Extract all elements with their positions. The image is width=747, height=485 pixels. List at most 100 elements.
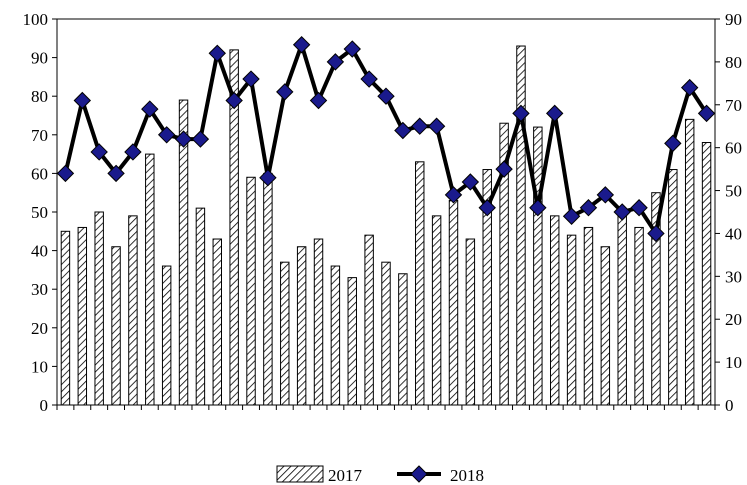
bar-2017 <box>381 261 391 406</box>
bar-series-2017 <box>60 45 712 406</box>
legend-swatch-2017 <box>276 465 324 483</box>
left-tick-label: 10 <box>31 357 48 376</box>
marker-2018 <box>613 203 631 221</box>
legend: 2017 2018 <box>276 465 484 485</box>
marker-2018 <box>596 186 615 204</box>
bar-2017 <box>533 126 543 406</box>
legend-marker-2018 <box>410 465 428 483</box>
left-tick-label: 50 <box>31 203 48 222</box>
bar-2017 <box>364 234 374 406</box>
right-tick-label: 60 <box>725 139 742 158</box>
marker-2018 <box>444 186 463 204</box>
bar-2017 <box>296 246 307 406</box>
marker-2018 <box>495 160 513 178</box>
bar-2017 <box>651 192 661 406</box>
bar-2017 <box>94 211 104 406</box>
marker-2018 <box>124 143 142 161</box>
bar-2017 <box>499 122 509 406</box>
marker-2018 <box>292 36 311 54</box>
bar-2017 <box>145 153 155 406</box>
marker-2018 <box>411 117 429 135</box>
bar-2017 <box>617 211 627 406</box>
marker-2018 <box>208 44 226 63</box>
right-tick-label: 50 <box>725 182 742 201</box>
marker-2018 <box>478 199 496 217</box>
marker-2018 <box>427 117 446 135</box>
bar-2017 <box>415 161 425 406</box>
bar-2017 <box>229 49 239 406</box>
left-tick-label: 70 <box>31 126 48 145</box>
legend-label-2017: 2017 <box>328 466 363 485</box>
bar-2017 <box>701 142 712 406</box>
marker-2018 <box>664 134 682 153</box>
right-tick-label: 30 <box>725 267 742 286</box>
left-tick-label: 100 <box>23 10 49 29</box>
left-tick-label: 30 <box>31 280 48 299</box>
marker-2018 <box>546 104 564 123</box>
bar-2017 <box>212 238 222 406</box>
bar-2017 <box>330 265 341 406</box>
marker-2018 <box>259 168 277 187</box>
left-tick-label: 0 <box>40 396 49 415</box>
bar-2017 <box>600 246 611 406</box>
bar-2017 <box>634 226 644 406</box>
right-tick-label: 20 <box>725 310 742 329</box>
marker-2018 <box>680 78 699 97</box>
bar-2017 <box>668 169 678 406</box>
marker-2018 <box>326 53 345 71</box>
bar-2017 <box>398 273 408 406</box>
marker-2018 <box>157 126 176 144</box>
right-tick-label: 40 <box>725 224 742 243</box>
marker-2018 <box>56 164 75 183</box>
right-tick-label: 10 <box>725 353 742 372</box>
bar-2017 <box>431 215 442 406</box>
marker-2018 <box>174 130 193 148</box>
bar-2017 <box>583 226 594 406</box>
marker-2018 <box>141 100 159 118</box>
bar-2017 <box>246 176 256 406</box>
bar-2017 <box>60 230 71 406</box>
bar-2017 <box>465 238 476 406</box>
marker-2018 <box>647 224 665 243</box>
bar-2017 <box>550 215 560 406</box>
marker-2018 <box>461 173 480 191</box>
right-tick-label: 0 <box>725 396 734 415</box>
bar-2017 <box>128 215 138 406</box>
marker-2018 <box>242 70 260 88</box>
right-y-axis: 0 10 20 30 40 50 60 70 80 90 <box>715 10 742 415</box>
marker-2018 <box>630 199 648 217</box>
marker-2018 <box>276 83 294 101</box>
marker-2018 <box>697 104 716 123</box>
marker-2018 <box>529 199 547 217</box>
left-y-axis: 0 10 20 30 40 50 60 70 80 90 100 <box>23 10 57 415</box>
bar-2017 <box>111 246 121 406</box>
bar-2017 <box>684 118 695 406</box>
bar-2017 <box>566 234 577 406</box>
bar-2017 <box>178 99 189 406</box>
left-tick-label: 80 <box>31 87 48 106</box>
bar-2017 <box>482 169 492 406</box>
marker-2018 <box>360 70 378 88</box>
right-tick-label: 90 <box>725 10 742 29</box>
marker-2018 <box>191 130 210 148</box>
bar-2017 <box>347 277 357 406</box>
marker-2018 <box>394 121 412 140</box>
marker-2018 <box>107 164 125 183</box>
bar-2017 <box>77 226 88 406</box>
legend-label-2018: 2018 <box>450 466 484 485</box>
marker-2018 <box>377 87 395 105</box>
bar-2017 <box>161 265 172 406</box>
right-tick-label: 80 <box>725 53 742 72</box>
marker-2018 <box>512 104 530 123</box>
marker-2018 <box>225 91 243 110</box>
bar-2017 <box>280 261 290 406</box>
left-tick-label: 90 <box>31 49 48 68</box>
marker-2018 <box>309 91 328 110</box>
left-tick-label: 40 <box>31 242 48 261</box>
marker-2018 <box>562 207 581 225</box>
right-tick-label: 70 <box>725 96 742 115</box>
bar-2017 <box>448 199 459 406</box>
marker-2018 <box>579 199 598 217</box>
marker-2018 <box>73 91 92 110</box>
